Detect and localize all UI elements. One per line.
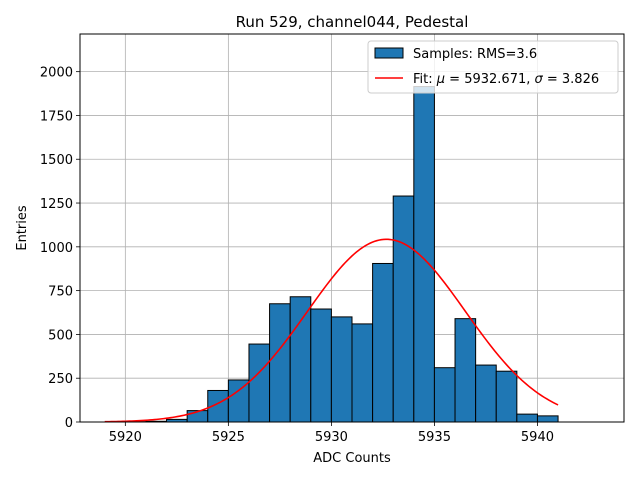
- y-axis-label: Entries: [15, 205, 30, 251]
- y-tick-label: 1000: [40, 241, 73, 256]
- fit-layer: [104, 238, 559, 423]
- legend-histogram-swatch: [374, 47, 404, 59]
- histogram-bar: [536, 415, 559, 423]
- histogram-bar: [454, 318, 477, 423]
- x-tick-label: 5925: [212, 430, 245, 445]
- legend: Samples: RMS=3.6 Fit: μ = 5932.671, σ = …: [367, 40, 619, 94]
- histogram-bar: [248, 343, 271, 423]
- y-tick-label: 0: [65, 416, 73, 431]
- legend-fit-mu-symbol: μ: [436, 72, 445, 87]
- histogram-bar: [351, 323, 374, 423]
- y-tick-label: 500: [48, 328, 73, 343]
- legend-fit-prefix: Fit:: [413, 72, 437, 87]
- histogram-bar: [495, 370, 518, 423]
- histogram-bar: [330, 316, 353, 423]
- histogram-bar: [269, 303, 291, 423]
- chart-title: Run 529, channel044, Pedestal: [236, 13, 469, 31]
- x-axis-label: ADC Counts: [313, 451, 391, 466]
- legend-box: [367, 40, 619, 94]
- histogram-bar: [392, 195, 415, 423]
- histogram-bar: [475, 364, 497, 423]
- plot-frame: [79, 33, 625, 423]
- histogram-bar: [289, 296, 312, 423]
- legend-fit-sigma-symbol: σ: [535, 72, 544, 87]
- histogram-bar: [516, 413, 538, 423]
- histogram-bar: [227, 379, 250, 423]
- histogram-bar: [433, 367, 456, 423]
- y-tick-label: 1500: [40, 153, 73, 168]
- gaussian-fit-curve: [104, 238, 559, 423]
- y-tick-label: 2000: [40, 66, 73, 81]
- x-tick-label: 5930: [315, 430, 348, 445]
- legend-fit-sigma-value: = 3.826: [543, 72, 599, 87]
- y-tick-label: 250: [48, 372, 73, 387]
- x-tick-label: 5920: [109, 430, 142, 445]
- bars-layer: [124, 86, 559, 423]
- legend-histogram-label: Samples: RMS=3.6: [413, 47, 537, 62]
- histogram-bar: [413, 86, 435, 423]
- ticks-layer: 5920 5925 5930 5935 5940 0 250 500 750 1000 1250 15…: [40, 66, 554, 445]
- x-tick-label: 5940: [521, 430, 554, 445]
- y-tick-label: 1250: [40, 197, 73, 212]
- legend-fit-label: Fit: μ = 5932.671, σ = 3.826: [413, 72, 599, 87]
- histogram-bar: [372, 262, 394, 423]
- legend-fit-mu-value: = 5932.671,: [445, 72, 534, 87]
- y-tick-label: 750: [48, 285, 73, 300]
- y-tick-label: 1750: [40, 109, 73, 124]
- grid-layer: [80, 34, 624, 423]
- histogram-bar: [310, 308, 332, 423]
- x-tick-label: 5935: [418, 430, 451, 445]
